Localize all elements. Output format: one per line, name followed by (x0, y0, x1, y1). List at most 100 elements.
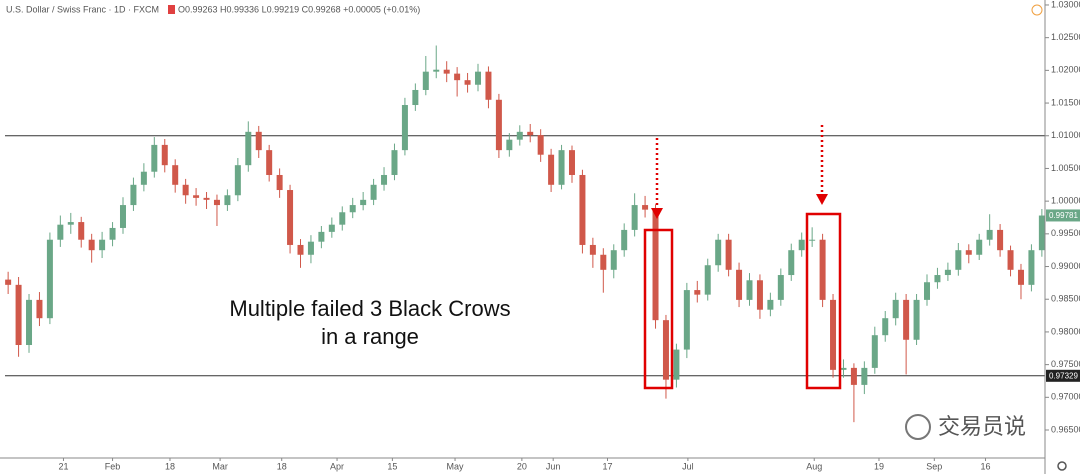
watermark: 交易员说 (938, 415, 1026, 440)
x-tick-label: 17 (602, 461, 612, 471)
candle-body (1028, 250, 1035, 285)
candle-body (318, 231, 325, 242)
candle-body (433, 69, 440, 72)
candle-body (464, 80, 471, 85)
settings-icon[interactable] (1057, 461, 1067, 471)
candle-body (5, 279, 12, 285)
candle-body (370, 184, 377, 200)
candle-body (360, 199, 367, 206)
candle-body (57, 224, 64, 240)
highlight-box (805, 212, 842, 390)
candle-body (26, 299, 33, 346)
candle-body (861, 367, 868, 385)
candle-body (830, 299, 837, 370)
candle-body (621, 229, 628, 251)
candle-body (798, 239, 805, 251)
annotation: Multiple failed 3 Black Crows (229, 296, 510, 321)
candle-body (903, 299, 910, 340)
candle-body (255, 131, 262, 151)
candle-body (568, 150, 575, 175)
candle-body (882, 318, 889, 336)
candle-body (986, 229, 993, 240)
candle-body (871, 335, 878, 368)
x-tick-label: 20 (517, 461, 527, 471)
candle-body (161, 144, 168, 166)
candle-body (78, 222, 85, 240)
candle-body (203, 197, 210, 200)
candle-body (339, 212, 346, 225)
candle-body (767, 299, 774, 310)
candle-body (516, 131, 523, 140)
candle-body (955, 250, 962, 270)
x-tick-label: 18 (165, 461, 175, 471)
candle-body (965, 250, 972, 255)
candle-body (673, 349, 680, 380)
candle-body (600, 254, 607, 270)
candle-body (109, 227, 116, 240)
ohlc-legend: O0.99263 H0.99336 L0.99219 C0.99268 +0.0… (178, 4, 420, 14)
candle-body (631, 205, 638, 230)
candle-body (224, 195, 231, 206)
candle-body (997, 229, 1004, 251)
candle-body (850, 367, 857, 385)
candle-body (495, 99, 502, 151)
y-tick-label: 1.02500 (1051, 32, 1080, 42)
x-tick-label: 16 (980, 461, 990, 471)
price-tag (1046, 209, 1080, 222)
price-tag (1046, 369, 1080, 382)
candle-body (140, 171, 147, 185)
candle-body (234, 165, 241, 196)
candle-body (610, 250, 617, 270)
watermark-icon (905, 414, 931, 440)
candle-body (391, 150, 398, 175)
candle-body (809, 239, 816, 241)
candle-body (151, 144, 158, 172)
candle-body (892, 299, 899, 319)
candle-body (652, 209, 659, 321)
x-tick-label: 21 (58, 461, 68, 471)
candle-body (454, 73, 461, 81)
candle-body (287, 190, 294, 245)
y-tick-label: 1.01500 (1051, 97, 1080, 107)
candle-body (88, 239, 95, 251)
candle-body (1038, 215, 1045, 251)
price-tag-label: 0.99781 (1049, 211, 1078, 220)
y-tick-label: 1.00000 (1051, 196, 1080, 206)
candle-body (381, 174, 388, 185)
arrow-head (816, 194, 828, 205)
candle-body (715, 239, 722, 266)
x-tick-label: Mar (212, 461, 228, 471)
candle-body (976, 239, 983, 255)
x-tick-label: 18 (277, 461, 287, 471)
candle-body (172, 165, 179, 185)
candle-body (558, 150, 565, 185)
candle-body (475, 71, 482, 85)
candle-body (662, 320, 669, 380)
candle-body (46, 239, 53, 319)
x-tick-label: Feb (105, 461, 121, 471)
candle-body (527, 131, 534, 136)
candle-body (642, 205, 649, 210)
candle-body (788, 250, 795, 276)
candle-body (67, 222, 74, 225)
candle-body (840, 367, 847, 370)
flag-icon (168, 5, 175, 14)
x-tick-label: May (447, 461, 465, 471)
candle-body (924, 282, 931, 300)
candle-body (349, 205, 356, 213)
plot (5, 45, 1045, 423)
candle-body (485, 71, 492, 100)
y-tick-label: 1.00500 (1051, 163, 1080, 173)
annotation: in a range (321, 324, 419, 349)
candle-body (412, 89, 419, 106)
candle-body (777, 275, 784, 300)
y-tick-label: 1.01000 (1051, 130, 1080, 140)
candle-body (130, 184, 137, 206)
candle-body (934, 275, 941, 283)
x-tick-label: Jun (546, 461, 561, 471)
